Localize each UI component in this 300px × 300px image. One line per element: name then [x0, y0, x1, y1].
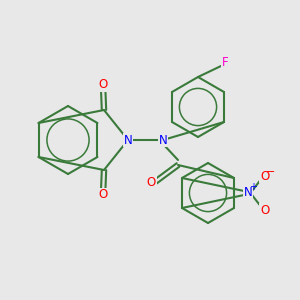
Text: O: O	[260, 203, 270, 217]
Text: F: F	[222, 56, 228, 70]
Text: O: O	[260, 169, 270, 182]
Text: O: O	[98, 79, 108, 92]
Text: O: O	[98, 188, 108, 202]
Text: N: N	[244, 187, 252, 200]
Text: N: N	[159, 134, 167, 146]
Text: +: +	[249, 182, 257, 192]
Text: N: N	[124, 134, 132, 146]
Text: −: −	[266, 167, 276, 177]
Text: O: O	[146, 176, 156, 188]
